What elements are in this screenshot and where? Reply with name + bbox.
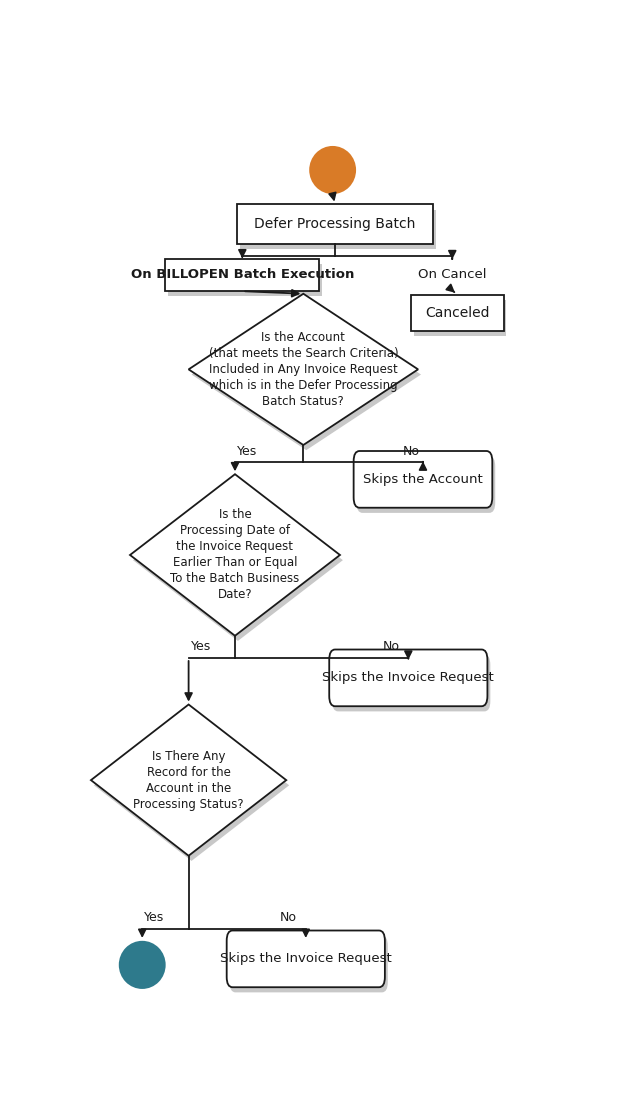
FancyBboxPatch shape — [414, 300, 507, 336]
FancyBboxPatch shape — [227, 931, 385, 988]
Polygon shape — [130, 474, 340, 636]
Text: On BILLOPEN Batch Execution: On BILLOPEN Batch Execution — [130, 268, 354, 281]
Text: Canceled: Canceled — [425, 306, 490, 319]
Polygon shape — [192, 299, 421, 450]
Text: Defer Processing Batch: Defer Processing Batch — [255, 218, 416, 231]
FancyBboxPatch shape — [166, 259, 319, 291]
Text: Yes: Yes — [237, 444, 257, 458]
Text: Skips the Account: Skips the Account — [363, 473, 483, 485]
FancyBboxPatch shape — [168, 263, 322, 297]
Polygon shape — [133, 480, 343, 641]
Text: On Cancel: On Cancel — [418, 268, 486, 281]
Ellipse shape — [119, 941, 166, 989]
Text: Is the
Processing Date of
the Invoice Request
Earlier Than or Equal
To the Batch: Is the Processing Date of the Invoice Re… — [170, 509, 300, 602]
Text: Yes: Yes — [191, 641, 211, 654]
Ellipse shape — [309, 146, 356, 194]
Polygon shape — [91, 704, 286, 856]
FancyBboxPatch shape — [241, 210, 436, 249]
FancyBboxPatch shape — [411, 295, 503, 330]
Text: No: No — [383, 641, 399, 654]
FancyBboxPatch shape — [357, 456, 495, 513]
Polygon shape — [188, 294, 418, 445]
Text: Is There Any
Record for the
Account in the
Processing Status?: Is There Any Record for the Account in t… — [134, 750, 244, 810]
Text: Skips the Invoice Request: Skips the Invoice Request — [220, 952, 392, 965]
Polygon shape — [94, 710, 289, 860]
FancyBboxPatch shape — [332, 655, 490, 711]
Text: Is the Account
(that meets the Search Criteria)
Included in Any Invoice Request
: Is the Account (that meets the Search Cr… — [209, 330, 398, 407]
Text: Yes: Yes — [144, 911, 164, 924]
FancyBboxPatch shape — [238, 204, 433, 244]
Text: No: No — [280, 911, 297, 924]
Text: Skips the Invoice Request: Skips the Invoice Request — [323, 672, 494, 684]
Text: No: No — [403, 444, 419, 458]
FancyBboxPatch shape — [353, 451, 492, 508]
FancyBboxPatch shape — [329, 650, 488, 706]
FancyBboxPatch shape — [229, 935, 388, 992]
